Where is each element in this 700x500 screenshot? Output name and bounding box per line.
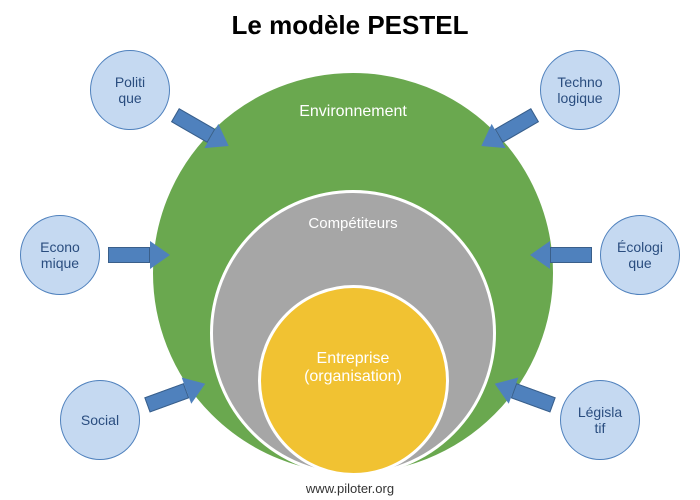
arrow-economique bbox=[108, 241, 170, 269]
arrow-ecologique bbox=[530, 241, 592, 269]
factor-social: Social bbox=[60, 380, 140, 460]
ring-label-competitors: Compétiteurs bbox=[213, 215, 493, 232]
factor-legislatif: Législatif bbox=[560, 380, 640, 460]
footer-url: www.piloter.org bbox=[0, 481, 700, 496]
diagram-title: Le modèle PESTEL bbox=[0, 10, 700, 41]
ring-enterprise: Entreprise(organisation) bbox=[258, 285, 449, 476]
ring-label-environment: Environnement bbox=[153, 103, 553, 121]
factor-politique: Politique bbox=[90, 50, 170, 130]
ring-label-enterprise: Entreprise(organisation) bbox=[261, 350, 446, 386]
factor-ecologique: Écologique bbox=[600, 215, 680, 295]
factor-economique: Economique bbox=[20, 215, 100, 295]
factor-technologique: Technologique bbox=[540, 50, 620, 130]
arrow-social bbox=[142, 371, 210, 419]
